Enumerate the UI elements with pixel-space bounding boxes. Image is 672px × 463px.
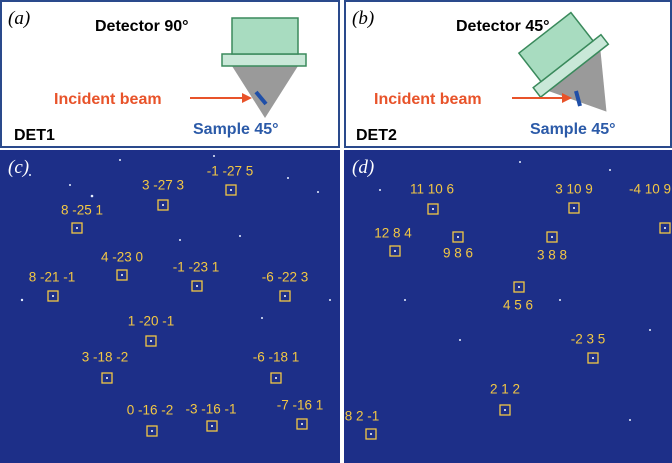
- reflection-index: 8 2 -1: [345, 409, 380, 424]
- reflection-spot: [121, 274, 123, 276]
- reflection-index: 3 -18 -2: [82, 350, 129, 365]
- reflection-index: -2 3 5: [571, 332, 606, 347]
- reflection-index: 3 8 8: [537, 248, 567, 263]
- reflection-spot: [551, 236, 553, 238]
- reflection-index: 3 -27 3: [142, 178, 184, 193]
- reflection-spot: [162, 204, 164, 206]
- beam-label: Incident beam: [54, 91, 162, 108]
- reflection-index: -7 -16 1: [277, 398, 324, 413]
- reflection-index: 8 -21 -1: [29, 270, 76, 285]
- reflection-index: 4 -23 0: [101, 250, 143, 265]
- reflection-spot: [106, 377, 108, 379]
- reflection-spot: [150, 340, 152, 342]
- reflection-index: -3 -16 -1: [185, 402, 236, 417]
- reflection-spot: [457, 236, 459, 238]
- sample-label: Sample 45°: [530, 121, 616, 138]
- reflection-spot: [664, 227, 666, 229]
- reflection-spot: [504, 409, 506, 411]
- reflection-spot: [284, 295, 286, 297]
- reflection-spot: [518, 286, 520, 288]
- panel-label: (d): [352, 157, 374, 178]
- reflection-spot: [394, 250, 396, 252]
- reflection-spot: [573, 207, 575, 209]
- reflection-spot: [370, 433, 372, 435]
- figure: (a) Detector 90° Incident beam DET1 Sample 4…: [0, 0, 672, 463]
- reflection-index: 11 10 6: [410, 182, 454, 197]
- reflection-index: 12 8 4: [374, 226, 412, 241]
- reflection-index: 3 10 9: [555, 182, 593, 197]
- reflection-spot: [211, 425, 213, 427]
- reflection-spot: [432, 208, 434, 210]
- detector-label: Detector 90°: [95, 18, 189, 35]
- reflection-index: -1 -23 1: [173, 260, 220, 275]
- panel-label: (a): [8, 8, 30, 29]
- reflection-index: 4 5 6: [503, 298, 533, 313]
- detector-id: DET1: [14, 127, 55, 144]
- reflection-index: -1 -27 5: [207, 164, 254, 179]
- detector-label: Detector 45°: [456, 18, 550, 35]
- reflection-spot: [76, 227, 78, 229]
- reflection-spot: [52, 295, 54, 297]
- reflection-index: -6 -22 3: [262, 270, 309, 285]
- reflection-index: -4 10 9: [629, 182, 671, 197]
- reflection-index: -6 -18 1: [253, 350, 300, 365]
- reflection-index: 1 -20 -1: [128, 314, 175, 329]
- sample-label: Sample 45°: [193, 121, 279, 138]
- reflection-spot: [275, 377, 277, 379]
- reflection-index: 2 1 2: [490, 382, 520, 397]
- reflection-spot: [230, 189, 232, 191]
- panel-label: (b): [352, 8, 374, 29]
- reflection-spot: [196, 285, 198, 287]
- reflection-index: 9 8 6: [443, 246, 473, 261]
- reflection-spot: [301, 423, 303, 425]
- reflection-index: 8 -25 1: [61, 203, 103, 218]
- reflection-spot: [151, 430, 153, 432]
- panel-label: (c): [8, 157, 29, 178]
- detector-id: DET2: [356, 127, 397, 144]
- reflection-index: 0 -16 -2: [127, 403, 174, 418]
- beam-label: Incident beam: [374, 91, 482, 108]
- reflection-spot: [592, 357, 594, 359]
